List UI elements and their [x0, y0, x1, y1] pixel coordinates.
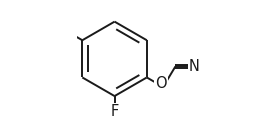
Text: F: F — [111, 104, 119, 119]
Text: O: O — [155, 76, 167, 91]
Text: N: N — [189, 59, 200, 74]
